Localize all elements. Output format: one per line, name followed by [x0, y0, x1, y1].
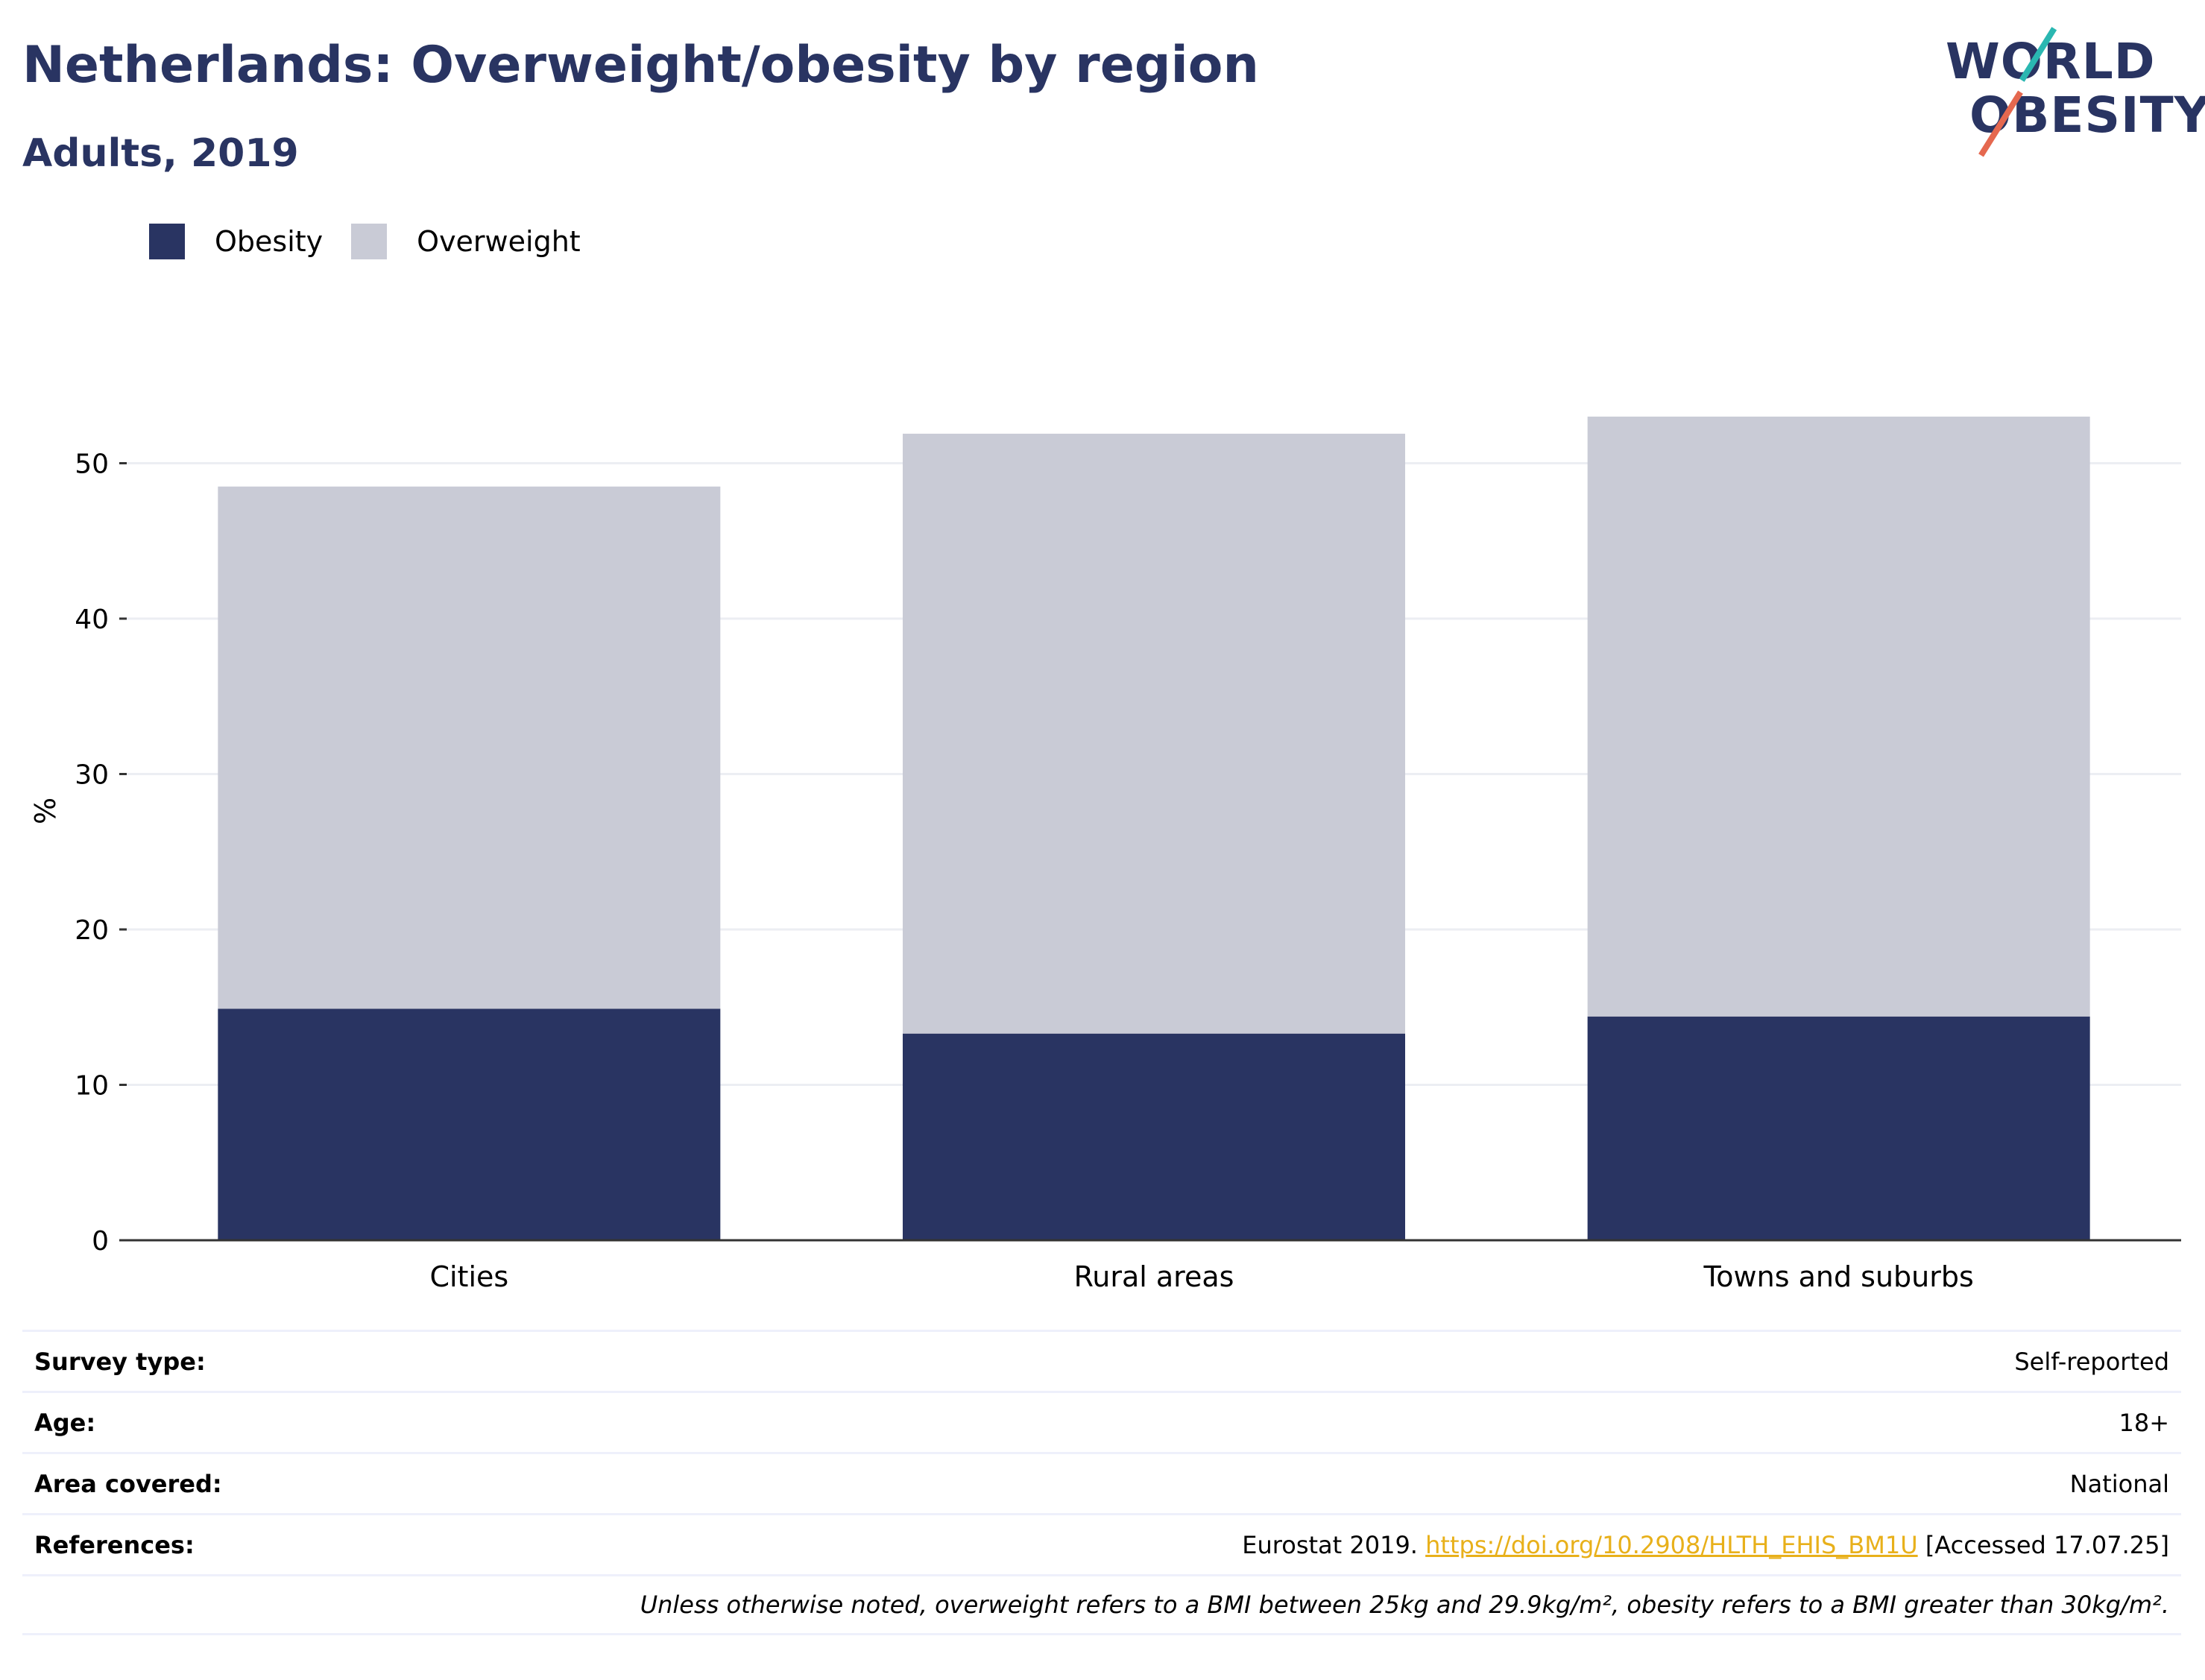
- axes: 0 10 20 30 40 50 Cities Rural areas Towns and su…: [75, 449, 2181, 1293]
- x-tick-label-towns-and-suburbs: Towns and suburbs: [1703, 1260, 1974, 1293]
- age-label: Age:: [34, 1408, 96, 1437]
- bar-overweight-towns-and-suburbs[interactable]: [1587, 416, 2090, 1017]
- legend-swatch-obesity: [149, 224, 185, 259]
- x-tick-label-rural-areas: Rural areas: [1074, 1260, 1234, 1293]
- x-tick-label-cities: Cities: [429, 1260, 508, 1293]
- survey-type-label: Survey type:: [34, 1347, 206, 1376]
- references-value: Eurostat 2019. https://doi.org/10.2908/H…: [1242, 1531, 2169, 1559]
- info-row-references: References: Eurostat 2019. https://doi.o…: [22, 1513, 2181, 1574]
- references-suffix: [Accessed 17.07.25]: [1925, 1530, 2169, 1559]
- references-label: References:: [34, 1530, 195, 1559]
- legend-swatch-overweight: [351, 224, 388, 259]
- info-table: Survey type: Self-reported Age: 18+ Area…: [22, 1330, 2181, 1635]
- legend-item-overweight[interactable]: Overweight: [351, 224, 581, 259]
- bar-obesity-towns-and-suburbs[interactable]: [1587, 1016, 2090, 1240]
- y-tick-label-40: 40: [75, 604, 109, 635]
- y-tick-label-10: 10: [75, 1071, 109, 1102]
- info-row-age: Age: 18+: [22, 1391, 2181, 1452]
- bar-chart: 0 10 20 30 40 50 Cities Rural areas Towns and su…: [29, 416, 2181, 1293]
- legend-label-overweight: Overweight: [417, 225, 581, 258]
- legend-label-obesity: Obesity: [215, 225, 324, 258]
- area-value: National: [2069, 1469, 2169, 1498]
- chart-title: Netherlands: Overweight/obesity by regio…: [22, 36, 1259, 95]
- info-row-survey-type: Survey type: Self-reported: [22, 1330, 2181, 1391]
- footnote: Unless otherwise noted, overweight refer…: [640, 1591, 2169, 1619]
- y-tick-label-50: 50: [75, 449, 109, 480]
- y-tick-label-0: 0: [92, 1226, 109, 1257]
- bar-obesity-cities[interactable]: [218, 1008, 721, 1240]
- y-tick-label-30: 30: [75, 760, 109, 791]
- area-label: Area covered:: [34, 1469, 222, 1498]
- bar-overweight-rural-areas[interactable]: [903, 433, 1405, 1034]
- info-row-area: Area covered: National: [22, 1452, 2181, 1513]
- references-prefix: Eurostat 2019.: [1242, 1530, 1418, 1559]
- chart-subtitle: Adults, 2019: [22, 131, 299, 176]
- logo-text-line1: WORLD: [1946, 33, 2156, 90]
- y-axis-label: %: [29, 798, 62, 824]
- info-row-footnote: Unless otherwise noted, overweight refer…: [22, 1574, 2181, 1635]
- bar-obesity-rural-areas[interactable]: [903, 1033, 1405, 1240]
- legend-item-obesity[interactable]: Obesity: [149, 224, 323, 259]
- y-tick-label-20: 20: [75, 915, 109, 946]
- age-value: 18+: [2119, 1408, 2169, 1437]
- chart-legend: Obesity Overweight: [149, 222, 609, 261]
- bar-overweight-cities[interactable]: [218, 486, 721, 1009]
- world-obesity-logo: WORLD OBESITY: [1946, 22, 2205, 157]
- survey-type-value: Self-reported: [2014, 1347, 2169, 1376]
- bars: [218, 416, 2090, 1240]
- references-link[interactable]: https://doi.org/10.2908/HLTH_EHIS_BM1U: [1425, 1530, 1918, 1559]
